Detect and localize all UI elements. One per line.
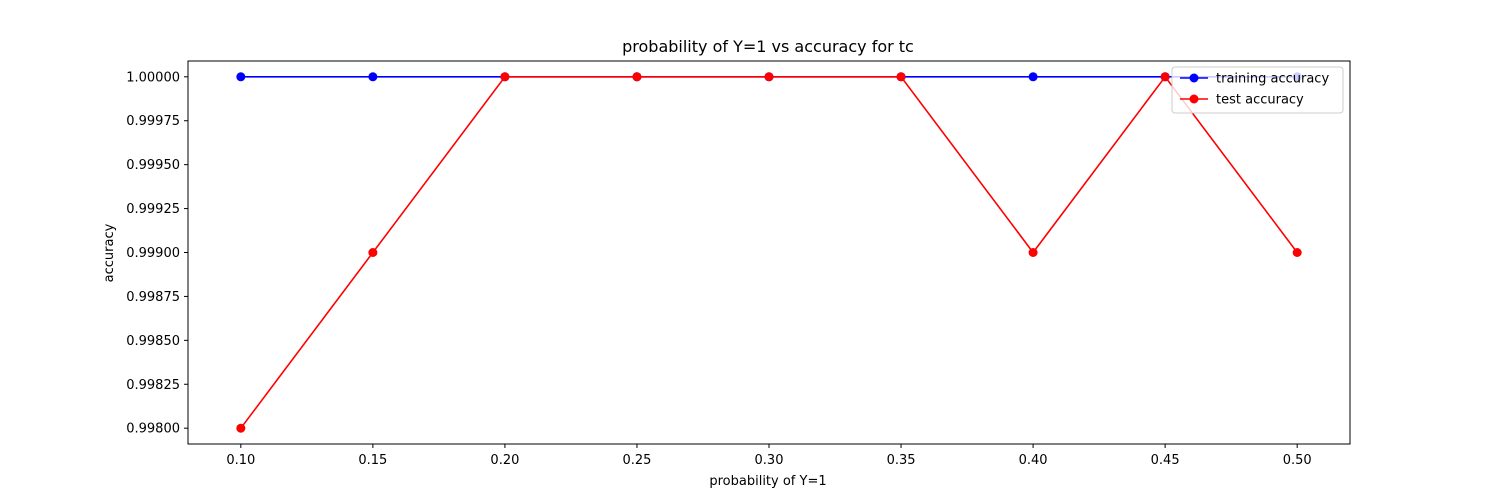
x-tick-label-6: 0.40 <box>1019 453 1048 468</box>
y-tick-label-2: 0.99850 <box>126 334 180 349</box>
x-tick-label-3: 0.25 <box>622 453 651 468</box>
legend-box <box>1171 66 1344 114</box>
data-point-1-7 <box>1160 72 1170 82</box>
data-point-1-6 <box>1028 248 1038 257</box>
y-tick-label-5: 0.99925 <box>126 202 180 217</box>
legend-marker-1 <box>1189 94 1199 104</box>
data-point-1-3 <box>632 72 642 82</box>
y-axis-label: accuracy <box>102 223 117 282</box>
y-tick-label-3: 0.99875 <box>126 290 180 305</box>
legend-label-0: training accuracy <box>1216 72 1329 87</box>
data-point-1-1 <box>368 248 378 257</box>
x-tick-label-0: 0.10 <box>226 453 255 468</box>
data-point-0-0 <box>236 72 246 82</box>
x-tick-label-1: 0.15 <box>358 453 387 468</box>
y-tick-label-1: 0.99825 <box>126 378 180 393</box>
x-axis-label: probability of Y=1 <box>709 474 826 489</box>
series-layer <box>236 72 1302 433</box>
data-point-1-0 <box>236 423 246 433</box>
y-tick-label-7: 0.99975 <box>126 114 180 129</box>
data-point-1-4 <box>764 72 774 82</box>
legend: training accuracy test accuracy <box>1171 66 1344 114</box>
data-point-0-6 <box>1028 72 1038 82</box>
data-point-1-2 <box>500 72 510 82</box>
x-tick-label-2: 0.20 <box>490 453 519 468</box>
y-tick-label-6: 0.99950 <box>126 158 180 173</box>
y-tick-label-8: 1.00000 <box>126 70 180 85</box>
chart-title: probability of Y=1 vs accuracy for tc <box>622 37 914 56</box>
legend-label-1: test accuracy <box>1216 93 1304 108</box>
x-tick-label-8: 0.50 <box>1283 453 1312 468</box>
x-tick-label-7: 0.45 <box>1151 453 1180 468</box>
y-tick-label-0: 0.99800 <box>126 422 180 437</box>
axes-layer: 0.10 0.15 0.20 0.25 0.30 0.35 0.40 0.45 0.50 0.99… <box>126 60 1351 468</box>
data-point-1-5 <box>896 72 906 82</box>
data-point-0-1 <box>368 72 378 82</box>
data-point-1-8 <box>1292 248 1302 257</box>
x-tick-label-5: 0.35 <box>887 453 916 468</box>
y-tick-label-4: 0.99900 <box>126 246 180 261</box>
x-tick-label-4: 0.30 <box>755 453 784 468</box>
legend-marker-0 <box>1189 73 1199 83</box>
